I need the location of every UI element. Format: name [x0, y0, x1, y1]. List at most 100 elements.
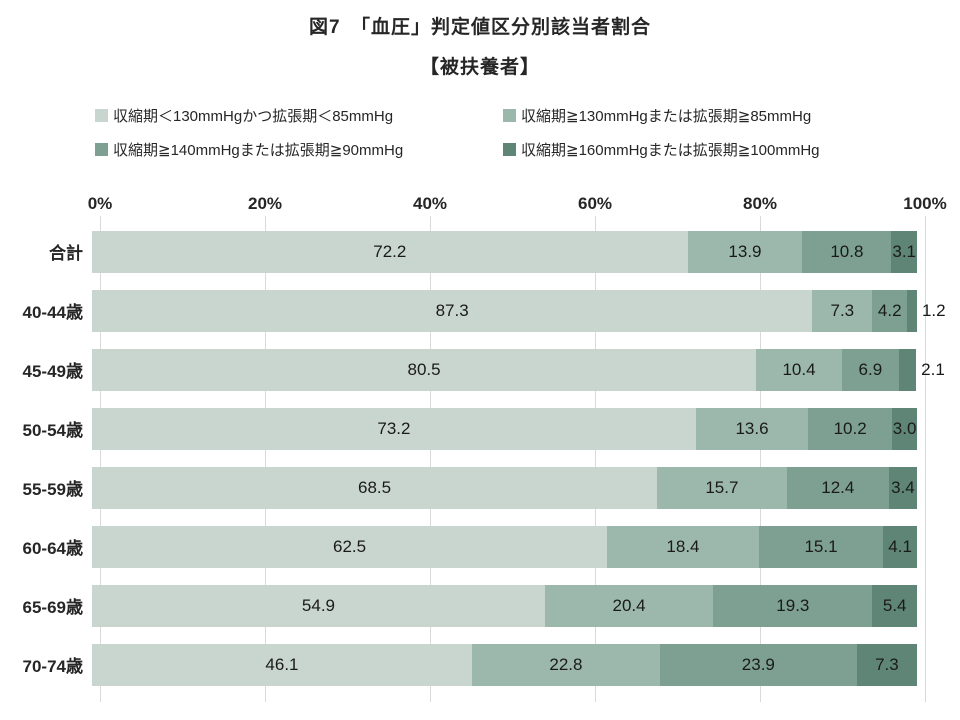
bar-segment: 73.2 — [92, 407, 696, 450]
value-label: 68.5 — [358, 477, 392, 497]
bar-segment: 18.4 — [607, 525, 759, 568]
x-axis-tick: 80% — [742, 194, 778, 213]
value-label: 10.4 — [782, 359, 816, 379]
gridline — [595, 216, 596, 702]
legend-label: 収縮期≧130mmHgまたは拡張期≧85mmHg — [521, 108, 812, 125]
value-label: 18.4 — [666, 536, 700, 556]
value-label: 13.6 — [735, 418, 769, 438]
category-label: 50-54歳 — [22, 421, 83, 440]
legend: 収縮期＜130mmHgかつ拡張期＜85mmHg 収縮期≧130mmHgまたは拡張期… — [95, 105, 960, 160]
value-label: 73.2 — [377, 418, 411, 438]
bar-segment: 10.8 — [802, 230, 892, 273]
stacked-bar: 87.3 7.3 4.2 1.2 — [92, 289, 946, 332]
bar-segment: 22.8 — [471, 643, 660, 686]
bar-segment: 5.4 — [872, 584, 917, 627]
stacked-bar: 54.9 20.4 19.3 5.4 — [92, 584, 917, 627]
bar-segment: 3.1 — [891, 230, 917, 273]
gridline — [760, 216, 761, 702]
value-label: 6.9 — [858, 359, 883, 379]
bar-segment: 46.1 — [92, 643, 472, 686]
value-label: 10.2 — [833, 418, 867, 438]
legend-swatch-icon — [503, 143, 516, 156]
bar-row: 55-59歳 68.5 15.7 12.4 3.4 — [0, 458, 960, 517]
bar-row: 45-49歳 80.5 10.4 6.9 2.1 — [0, 340, 960, 399]
value-label: 19.3 — [776, 595, 810, 615]
value-label: 46.1 — [265, 654, 299, 674]
bar-segment: 6.9 — [841, 348, 899, 391]
bar-segment: 2.1 — [898, 348, 945, 391]
legend-item: 収縮期＜130mmHgかつ拡張期＜85mmHg — [95, 105, 503, 126]
bar-row: 50-54歳 73.2 13.6 10.2 3.0 — [0, 399, 960, 458]
bar-rows: 合計 72.2 13.9 10.8 3.1 40-44歳 87.3 7.3 4.2 1.2 45-4… — [0, 222, 960, 694]
bar-segment: 87.3 — [92, 289, 813, 332]
gridline — [925, 216, 926, 702]
value-label: 20.4 — [612, 595, 646, 615]
x-axis: 0% 20% 40% 60% 80% 100% — [88, 182, 947, 222]
category-label: 60-64歳 — [22, 539, 83, 558]
bar-segment: 68.5 — [92, 466, 658, 509]
legend-swatch-icon — [95, 143, 108, 156]
gridline — [100, 216, 101, 702]
bar-row: 70-74歳 46.1 22.8 23.9 7.3 — [0, 635, 960, 694]
plot-area: 合計 72.2 13.9 10.8 3.1 40-44歳 87.3 7.3 4.2 1.2 45-4… — [0, 216, 960, 702]
bar-segment: 12.4 — [786, 466, 889, 509]
bar-segment: 1.2 — [907, 289, 946, 332]
bar-segment: 20.4 — [544, 584, 714, 627]
value-label: 3.0 — [892, 418, 917, 438]
value-label: 3.1 — [892, 241, 917, 261]
category-label: 65-69歳 — [22, 598, 83, 617]
value-label: 1.2 — [921, 300, 946, 320]
value-label: 23.9 — [741, 654, 775, 674]
value-label: 2.1 — [921, 359, 945, 379]
bar-segment: 10.4 — [756, 348, 842, 391]
value-label: 80.5 — [407, 359, 441, 379]
bar-segment: 13.9 — [687, 230, 803, 273]
x-axis-tick: 40% — [412, 194, 448, 213]
stacked-bar: 80.5 10.4 6.9 2.1 — [92, 348, 945, 391]
bar-row: 65-69歳 54.9 20.4 19.3 5.4 — [0, 576, 960, 635]
bar-segment: 15.7 — [657, 466, 787, 509]
value-label: 7.3 — [830, 300, 855, 320]
bar-segment: 15.1 — [758, 525, 884, 568]
legend-label: 収縮期＜130mmHgかつ拡張期＜85mmHg — [113, 108, 394, 125]
x-axis-tick: 20% — [247, 194, 283, 213]
stacked-bar: 46.1 22.8 23.9 7.3 — [92, 643, 917, 686]
chart-subtitle: 【被扶養者】 — [419, 57, 540, 78]
value-label: 22.8 — [549, 654, 583, 674]
legend-item: 収縮期≧130mmHgまたは拡張期≧85mmHg — [503, 105, 960, 126]
legend-item: 収縮期≧140mmHgまたは拡張期≧90mmHg — [95, 139, 503, 160]
value-label: 15.1 — [804, 536, 838, 556]
bar-segment: 4.1 — [883, 525, 917, 568]
bar-segment: 54.9 — [92, 584, 545, 627]
legend-item: 収縮期≧160mmHgまたは拡張期≧100mmHg — [503, 139, 960, 160]
value-label: 3.4 — [891, 477, 915, 497]
value-label: 54.9 — [301, 595, 335, 615]
legend-label: 収縮期≧140mmHgまたは拡張期≧90mmHg — [113, 142, 404, 159]
bar-segment: 13.6 — [695, 407, 809, 450]
value-label: 72.2 — [373, 241, 407, 261]
bar-row: 60-64歳 62.5 18.4 15.1 4.1 — [0, 517, 960, 576]
bar-segment: 62.5 — [92, 525, 608, 568]
bar-segment: 3.0 — [892, 407, 917, 450]
gridline — [430, 216, 431, 702]
category-label: 合計 — [49, 244, 83, 263]
value-label: 62.5 — [333, 536, 367, 556]
category-label: 40-44歳 — [22, 303, 83, 322]
x-axis-tick: 60% — [577, 194, 613, 213]
value-label: 15.7 — [705, 477, 739, 497]
chart-title: 図7 「血圧」判定値区分別該当者割合 — [308, 17, 652, 38]
legend-label: 収縮期≧160mmHgまたは拡張期≧100mmHg — [521, 142, 820, 159]
legend-swatch-icon — [95, 109, 108, 122]
category-label: 55-59歳 — [22, 480, 83, 499]
bar-segment: 23.9 — [659, 643, 857, 686]
value-label: 4.2 — [877, 300, 902, 320]
value-label: 13.9 — [728, 241, 762, 261]
bar-segment: 72.2 — [92, 230, 688, 273]
stacked-bar: 72.2 13.9 10.8 3.1 — [92, 230, 917, 273]
bar-segment: 80.5 — [92, 348, 757, 391]
value-label: 10.8 — [830, 241, 864, 261]
stacked-bar: 62.5 18.4 15.1 4.1 — [92, 525, 917, 568]
bar-segment: 7.3 — [812, 289, 873, 332]
bar-segment: 7.3 — [856, 643, 917, 686]
